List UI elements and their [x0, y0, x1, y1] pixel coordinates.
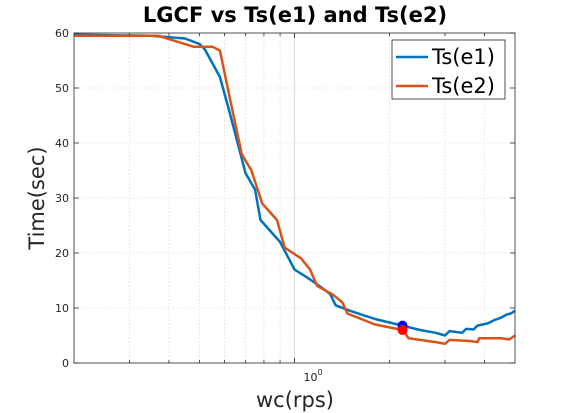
- y-tick-label: 20: [55, 247, 69, 260]
- y-tick-label: 40: [55, 137, 69, 150]
- series-line-ts-e1: [73, 33, 516, 337]
- legend-label-ts-e2: Ts(e2): [431, 74, 495, 98]
- y-tick-label: 0: [62, 357, 69, 370]
- grid: [74, 33, 515, 363]
- x-axis-label: wc(rps): [256, 388, 334, 412]
- series-line-ts-e2: [74, 34, 516, 346]
- legend-box: [391, 39, 506, 100]
- series-layer: [73, 33, 516, 346]
- legend-label-ts-e1: Ts(e1): [431, 45, 495, 69]
- x-tick-label: 100: [303, 368, 322, 384]
- marker-layer: [397, 320, 408, 335]
- y-tick-label: 30: [55, 192, 69, 205]
- marker-point-ts-e2: [397, 325, 408, 335]
- axis-ticks: 0 10 20 30 40 50 60: [55, 27, 515, 370]
- chart-title: LGCF vs Ts(e1) and Ts(e2): [143, 3, 447, 27]
- plot-frame: [73, 32, 516, 364]
- y-axis-label: Time(sec): [25, 146, 49, 250]
- legend: Ts(e1) Ts(e2): [391, 39, 506, 100]
- y-tick-label: 50: [55, 82, 69, 95]
- y-tick-label: 60: [55, 27, 69, 40]
- y-tick-label: 10: [55, 302, 69, 315]
